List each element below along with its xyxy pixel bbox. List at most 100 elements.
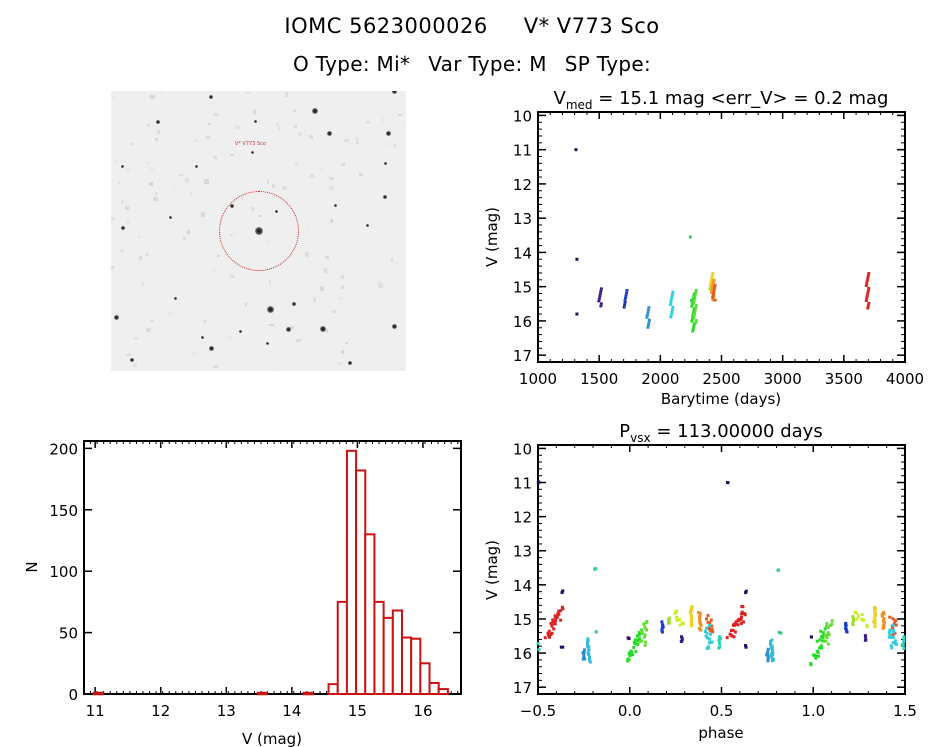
lightcurve-point	[599, 287, 603, 290]
lightcurve-point	[645, 313, 649, 317]
phase-point	[823, 639, 827, 643]
sky-noise	[203, 319, 207, 324]
phase-point	[667, 618, 671, 622]
histogram-ytick-label: 0	[68, 686, 78, 704]
phase-point	[634, 650, 638, 654]
phase-point	[587, 655, 591, 659]
star	[391, 91, 397, 94]
phase-point	[891, 635, 895, 639]
lightcurve-point	[866, 276, 870, 280]
phase-point	[698, 611, 702, 615]
phase-point	[667, 616, 671, 620]
lightcurve-point	[709, 291, 713, 294]
sky-noise	[111, 217, 116, 221]
lightcurve-xtick-label: 2500	[702, 370, 740, 388]
lightcurve-title: Vmed = 15.1 mag <err_V> = 0.2 mag	[554, 88, 889, 112]
lightcurve-point	[711, 298, 715, 302]
phase-point	[891, 633, 895, 637]
phase-point	[880, 613, 884, 617]
phase-point	[547, 635, 551, 639]
phase-xlabel: phase	[698, 724, 743, 742]
phase-point	[561, 589, 565, 593]
phase-point	[711, 630, 715, 634]
histogram-ytick-label: 100	[49, 563, 78, 581]
lightcurve-point	[624, 296, 628, 300]
phase-point	[726, 481, 730, 485]
phase-point	[561, 607, 565, 611]
star	[208, 346, 214, 352]
histogram-bar	[373, 600, 385, 696]
phase-point	[881, 626, 885, 630]
lightcurve-xlabel: Barytime (days)	[661, 390, 781, 408]
histogram-bar	[364, 533, 376, 695]
sky-noise	[385, 142, 390, 145]
phase-ytick-label: 17	[513, 679, 532, 697]
sky-noise	[186, 230, 191, 234]
phase-point	[825, 636, 829, 640]
lightcurve-point	[694, 291, 698, 295]
phase-point	[873, 608, 877, 612]
histogram-frame	[83, 440, 462, 695]
star	[383, 195, 388, 200]
phase-point	[689, 620, 693, 624]
phase-point	[705, 631, 709, 635]
phase-point	[708, 623, 712, 627]
sky-noise	[193, 138, 199, 143]
phase-point	[744, 591, 748, 595]
sky-noise	[332, 250, 338, 253]
histogram-bar	[437, 688, 449, 696]
phase-point	[640, 639, 644, 643]
lightcurve-ylabel: V (mag)	[483, 207, 501, 267]
phase-point	[536, 642, 540, 646]
phase-point	[636, 639, 640, 643]
lightcurve-point	[711, 283, 715, 287]
phase-point	[771, 653, 775, 657]
phase-xtick-label: 0.5	[710, 702, 734, 720]
phase-point	[709, 629, 713, 633]
sky-noise	[285, 91, 288, 97]
star	[366, 223, 370, 227]
phase-point	[770, 659, 774, 663]
phase-point	[690, 605, 694, 609]
histogram-ytick-label: 50	[59, 625, 78, 643]
lightcurve-axes	[537, 111, 906, 363]
sky-noise	[309, 173, 315, 177]
sky-noise	[125, 353, 131, 357]
star	[120, 226, 125, 231]
phase-point	[777, 630, 781, 634]
phase-point	[812, 653, 816, 657]
phase-point	[635, 634, 639, 638]
star	[320, 326, 327, 332]
phase-point	[559, 618, 563, 622]
sky-noise	[190, 191, 193, 197]
phase-point	[742, 612, 746, 616]
phase-point	[632, 645, 636, 649]
sky-noise	[168, 311, 173, 317]
lightcurve-point	[708, 288, 712, 291]
histogram-bar	[410, 637, 422, 696]
phase-point	[710, 624, 714, 628]
phase-point	[873, 621, 877, 625]
sky-noise	[403, 123, 406, 127]
phase-point	[821, 636, 825, 640]
phase-point	[680, 637, 684, 641]
phase-point	[628, 654, 632, 658]
sky-noise	[178, 173, 184, 177]
phase-point	[717, 638, 721, 642]
phase-point	[736, 618, 740, 622]
phase-point	[826, 631, 830, 635]
sky-noise	[276, 173, 282, 178]
phase-point	[882, 621, 886, 625]
lightcurve-point	[670, 308, 674, 311]
histogram-bar	[419, 662, 431, 696]
sky-noise	[356, 138, 359, 141]
lightcurve-point	[692, 299, 696, 302]
phase-point	[873, 611, 877, 615]
lightcurve-xtick-label: 3000	[764, 370, 802, 388]
phase-point	[766, 659, 770, 663]
sky-noise	[114, 159, 118, 163]
sky-noise	[138, 256, 142, 260]
phase-xtick-label: −0.5	[520, 702, 556, 720]
phase-point	[766, 650, 770, 654]
